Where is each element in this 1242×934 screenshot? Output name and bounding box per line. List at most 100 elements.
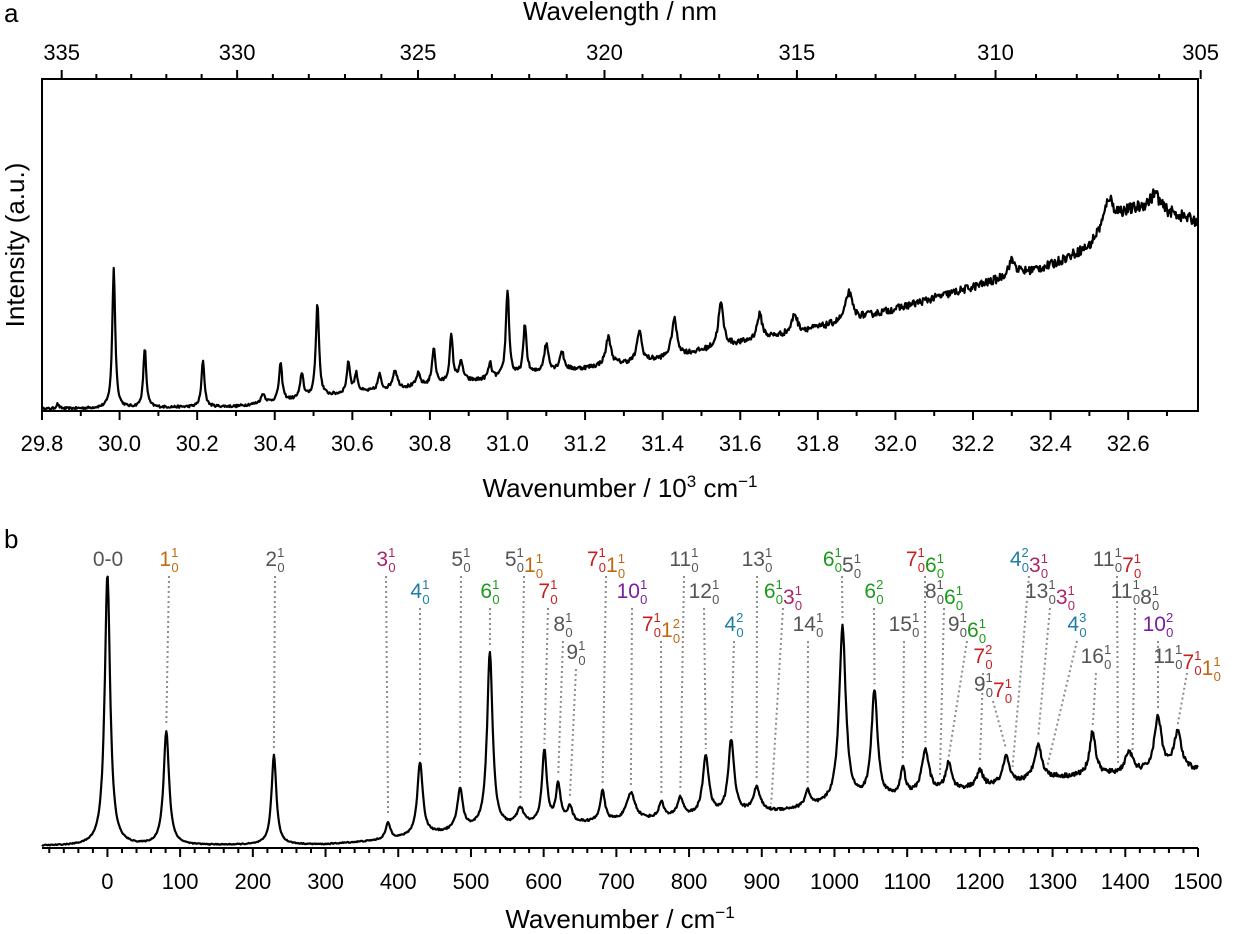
panel-a-x-tick-label: 32.0 (874, 431, 917, 456)
assignment-lower-quanta: 0 (388, 560, 395, 575)
assignment-lower-quanta: 0 (876, 592, 883, 607)
panel-a-x-tick-label: 31.0 (486, 431, 529, 456)
assignment-mode: 6 (944, 586, 956, 609)
panel-b-x-axis-title-sup: −1 (715, 903, 734, 922)
assignment-label: 111 071 011 0 (1153, 642, 1221, 684)
assignment-lower-quanta: 0 (960, 625, 967, 640)
assignment-lower-quanta: 0 (618, 566, 625, 581)
assignment-guide-line (873, 607, 876, 685)
assignment-lower-quanta: 0 (1175, 657, 1182, 672)
panel-b-x-tick-label: 900 (743, 869, 780, 894)
assignment-guide-line (385, 575, 390, 817)
assignment-upper-quanta: 1 (578, 638, 585, 653)
assignment-upper-quanta: 1 (1041, 551, 1048, 566)
assignment-lower-quanta: 0 (1104, 657, 1111, 672)
assignment-upper-quanta: 1 (986, 670, 993, 685)
assignment-upper-quanta: 2 (673, 616, 680, 631)
assignment-label: 71 012 0 (642, 610, 680, 646)
panel-a-x-tick-label: 31.4 (641, 431, 684, 456)
assignment-lower-quanta: 0 (937, 592, 944, 607)
assignment-label: 161 0 (1081, 642, 1112, 672)
assignment-label: 91 061 0 (948, 610, 986, 646)
assignment-mode: 3 (783, 586, 795, 609)
assignment-upper-quanta: 1 (1152, 583, 1159, 598)
assignment-upper-quanta: 1 (712, 577, 719, 592)
panel-a-top-tick-label: 305 (1182, 40, 1219, 65)
assignment-mode: 6 (967, 619, 979, 642)
assignment-lower-quanta: 0 (517, 560, 524, 575)
assignment-mode: 10 (1143, 613, 1166, 636)
assignment-mode: 1 (524, 554, 536, 577)
assignment-label: 43 0 (1067, 610, 1086, 640)
assignment-mode: 7 (993, 679, 1005, 702)
panel-label-a: a (4, 0, 19, 28)
assignment-mode: 9 (566, 641, 578, 664)
panel-b-x-tick-label: 1200 (955, 869, 1004, 894)
panel-a-x-tick-label: 32.6 (1107, 431, 1150, 456)
assignment-mode: 3 (376, 548, 388, 571)
panel-a-bottom-ticks: 29.8 30.0 30.2 30.4 30.6 30.8 31.0 31.2 31.4 31.6… (21, 411, 1168, 456)
panel-label-b: b (4, 524, 18, 554)
assignment-lower-quanta: 0 (599, 560, 606, 575)
assignment-label: 41 0 (410, 577, 429, 607)
panel-a-top-tick-label: 310 (977, 40, 1014, 65)
assignment-lower-quanta: 0 (1166, 625, 1173, 640)
assignment-mode: 7 (1122, 554, 1134, 577)
assignment-mode: 12 (689, 580, 712, 603)
panel-b-x-axis-title-main: Wavenumber / cm (505, 904, 715, 934)
panel-a-x-tick-label: 31.8 (796, 431, 839, 456)
panel-b-x-axis-title: Wavenumber / cm−1 (505, 903, 734, 934)
panel-a-x-axis-title-sup: 3 (687, 472, 696, 491)
assignment-mode: 1 (661, 619, 673, 642)
panel-a-x-tick-label: 31.2 (564, 431, 607, 456)
assignment-mode: 7 (538, 580, 550, 603)
assignment-lower-quanta: 0 (986, 685, 993, 700)
panel-b-x-tick-label: 400 (380, 869, 417, 894)
assignment-mode: 0-0 (93, 548, 123, 571)
assignment-label: 71 061 0 (906, 545, 944, 581)
assignment-lower-quanta: 0 (673, 631, 680, 646)
assignment-upper-quanta: 1 (550, 577, 557, 592)
assignment-mode: 11 (669, 548, 691, 571)
assignment-mode: 7 (973, 645, 985, 668)
assignment-mode: 8 (553, 613, 565, 636)
assignment-lower-quanta: 0 (712, 592, 719, 607)
panel-a-x-tick-label: 30.0 (98, 431, 141, 456)
assignment-lower-quanta: 0 (578, 653, 585, 668)
panel-a-spectrum-line (41, 188, 1200, 411)
assignment-guide-line (1046, 640, 1078, 766)
assignment-lower-quanta: 0 (736, 625, 743, 640)
panel-b-x-tick-label: 1100 (884, 869, 931, 894)
assignment-label: 72 0 (973, 642, 992, 672)
assignment-label: 0-0 (93, 548, 123, 571)
assignment-label: 111 071 0 (1093, 545, 1141, 581)
assignment-upper-quanta: 1 (795, 583, 802, 598)
assignment-guide-line (1131, 607, 1136, 751)
assignment-upper-quanta: 2 (736, 610, 743, 625)
assignment-mode: 6 (764, 580, 776, 603)
panel-b-assignment-guides (106, 575, 1188, 817)
panel-a-x-axis-title: Wavenumber / 103 cm−1 (483, 472, 758, 503)
assignment-mode: 6 (864, 580, 876, 603)
panel-b-x-tick-label: 500 (453, 869, 490, 894)
assignment-guide-line (703, 607, 707, 750)
assignment-lower-quanta: 0 (654, 625, 661, 640)
panel-b: Wavenumber / cm−1 0 100 200 300 400 500 600 700… (41, 545, 1222, 934)
assignment-upper-quanta: 1 (1048, 577, 1055, 592)
assignment-lower-quanta: 0 (1022, 560, 1029, 575)
assignment-guide-line (568, 668, 577, 799)
assignment-guide-line (543, 607, 549, 744)
assignment-upper-quanta: 1 (536, 551, 543, 566)
panel-b-assignment-labels: 0-0 11 0 21 0 31 041 051 061 051 011 071 081 091 071 01… (93, 545, 1221, 706)
assignment-mode: 3 (1056, 586, 1068, 609)
panel-a-frame (41, 78, 1199, 412)
assignment-mode: 6 (823, 548, 835, 571)
assignment-lower-quanta: 0 (550, 592, 557, 607)
assignment-guide-line (601, 575, 607, 784)
assignment-mode: 7 (642, 613, 654, 636)
assignment-label: 101 0 (617, 577, 648, 607)
assignment-upper-quanta: 1 (956, 583, 963, 598)
assignment-lower-quanta: 0 (1152, 598, 1159, 613)
panel-a-x-tick-label: 30.2 (176, 431, 219, 456)
panel-a-x-tick-label: 29.8 (21, 431, 64, 456)
